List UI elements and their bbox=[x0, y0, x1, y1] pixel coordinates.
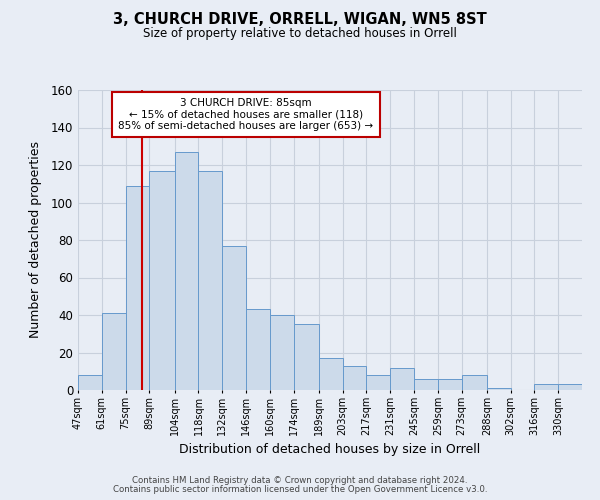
Text: 3, CHURCH DRIVE, ORRELL, WIGAN, WN5 8ST: 3, CHURCH DRIVE, ORRELL, WIGAN, WN5 8ST bbox=[113, 12, 487, 28]
X-axis label: Distribution of detached houses by size in Orrell: Distribution of detached houses by size … bbox=[179, 444, 481, 456]
Bar bbox=[222, 246, 246, 390]
Y-axis label: Number of detached properties: Number of detached properties bbox=[29, 142, 43, 338]
Bar bbox=[390, 368, 414, 390]
Text: Contains public sector information licensed under the Open Government Licence v3: Contains public sector information licen… bbox=[113, 485, 487, 494]
Bar bbox=[246, 310, 270, 390]
Bar bbox=[343, 366, 367, 390]
Bar bbox=[175, 152, 199, 390]
Bar bbox=[293, 324, 319, 390]
Bar bbox=[270, 315, 293, 390]
Text: Size of property relative to detached houses in Orrell: Size of property relative to detached ho… bbox=[143, 28, 457, 40]
Bar bbox=[438, 379, 461, 390]
Bar bbox=[199, 170, 222, 390]
Bar bbox=[102, 313, 125, 390]
Bar bbox=[558, 384, 582, 390]
Bar bbox=[487, 388, 511, 390]
Bar bbox=[78, 375, 102, 390]
Bar bbox=[367, 375, 390, 390]
Bar bbox=[414, 379, 438, 390]
Bar bbox=[535, 384, 558, 390]
Bar bbox=[149, 170, 175, 390]
Text: 3 CHURCH DRIVE: 85sqm
← 15% of detached houses are smaller (118)
85% of semi-det: 3 CHURCH DRIVE: 85sqm ← 15% of detached … bbox=[118, 98, 374, 131]
Bar bbox=[125, 186, 149, 390]
Bar bbox=[319, 358, 343, 390]
Bar bbox=[461, 375, 487, 390]
Text: Contains HM Land Registry data © Crown copyright and database right 2024.: Contains HM Land Registry data © Crown c… bbox=[132, 476, 468, 485]
